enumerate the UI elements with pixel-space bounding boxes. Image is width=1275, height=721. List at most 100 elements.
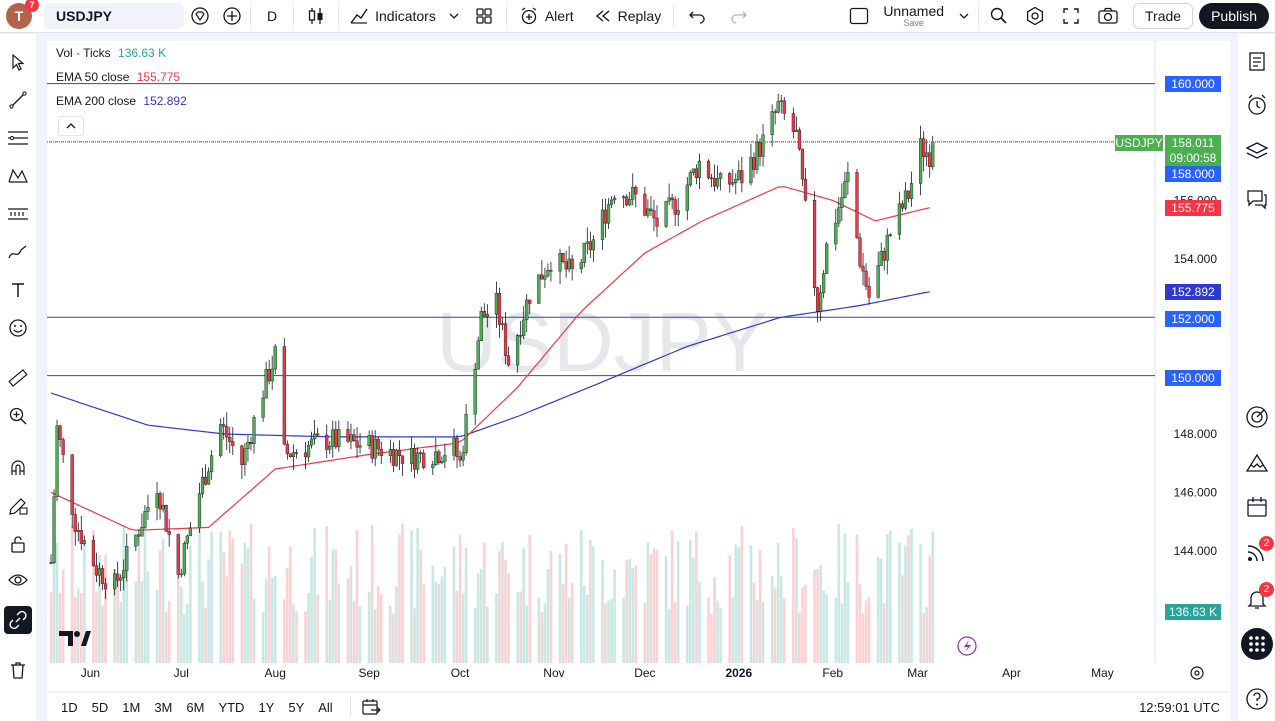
legend-vol-value: 136.63 K [118, 46, 167, 60]
notifications-badge: 2 [1259, 582, 1274, 597]
range-button[interactable]: 5D [91, 699, 109, 715]
volume-bar [125, 555, 129, 663]
divider [673, 6, 675, 26]
volume-bar [219, 532, 222, 663]
legend-vol-name: Vol · Ticks [56, 46, 111, 60]
volume-bar [834, 597, 838, 663]
goto-date-button[interactable] [361, 698, 381, 716]
visibility-tool[interactable] [4, 566, 32, 594]
brush-tool[interactable] [4, 238, 32, 266]
ideas-stream-button[interactable] [1242, 448, 1272, 478]
legend-volume[interactable]: Vol · Ticks 136.63 K [56, 46, 166, 60]
user-avatar[interactable]: T 7 [6, 0, 39, 29]
candle-body [270, 368, 274, 382]
remove-drawings-tool[interactable] [4, 656, 32, 684]
candle-body [282, 346, 286, 445]
range-button[interactable]: All [318, 699, 333, 715]
link-tool[interactable] [4, 606, 32, 634]
products-button[interactable] [1241, 628, 1273, 660]
magnet-tool[interactable] [4, 454, 32, 482]
candle-body [146, 507, 150, 512]
snapshot-button[interactable] [1089, 0, 1127, 33]
candle-body [879, 251, 883, 266]
volume-bar [240, 563, 244, 663]
fullscreen-button[interactable] [1053, 0, 1089, 33]
layout-dropdown[interactable] [952, 0, 976, 33]
range-button[interactable]: 1D [61, 699, 78, 715]
volume-bar [307, 592, 310, 663]
alerts-panel-button[interactable] [1242, 90, 1272, 120]
axis-settings-icon[interactable] [1190, 666, 1204, 680]
volume-label: 136.63 K [1165, 604, 1221, 620]
legend-collapse-button[interactable] [58, 116, 84, 136]
candle-body [876, 265, 880, 298]
layouts-button[interactable] [464, 0, 504, 33]
utc-clock[interactable]: 12:59:01 UTC [1139, 699, 1220, 715]
layout-checkbox[interactable] [843, 0, 875, 33]
replay-button[interactable]: Replay [584, 0, 672, 33]
range-button[interactable]: 5Y [288, 699, 305, 715]
redo-button[interactable] [718, 0, 760, 33]
publish-button[interactable]: Publish [1199, 3, 1269, 29]
trade-button[interactable]: Trade [1133, 3, 1194, 29]
drawing-toolbar [0, 34, 36, 721]
interval-button[interactable]: D [253, 0, 291, 33]
draw-mode-tool[interactable] [4, 492, 32, 520]
range-button[interactable]: 1M [122, 699, 141, 715]
volume-bar [401, 523, 404, 663]
range-button[interactable]: 1Y [258, 699, 275, 715]
help-button[interactable] [1242, 684, 1272, 714]
watchlist-button[interactable] [1242, 46, 1272, 76]
volume-bar [231, 538, 235, 663]
candle-body [231, 441, 235, 446]
indicators-button[interactable]: Indicators [341, 0, 444, 33]
text-tool[interactable] [4, 276, 32, 304]
zoom-tool[interactable] [4, 402, 32, 430]
settings-button[interactable] [1017, 0, 1053, 33]
price-chart[interactable]: USDJPY 144.000 146.000 148.000 150.000 152.0… [47, 41, 1230, 691]
range-button[interactable]: 3M [154, 699, 173, 715]
range-button[interactable]: 6M [186, 699, 205, 715]
chats-button[interactable] [1242, 184, 1272, 214]
quick-search-button[interactable] [981, 0, 1017, 33]
volume-bar [370, 525, 374, 663]
ideas-button[interactable]: 2 [1242, 536, 1274, 568]
alert-button[interactable]: Alert [509, 0, 584, 33]
favorite-button[interactable] [184, 0, 216, 33]
technicals-button[interactable] [1242, 402, 1272, 432]
volume-bar [589, 539, 592, 663]
candle-body [158, 493, 162, 510]
calendar-button[interactable] [1242, 492, 1272, 522]
layout-name-button[interactable]: Unnamed Save [875, 0, 952, 33]
candle-body [313, 433, 317, 440]
notifications-button[interactable]: 2 [1242, 582, 1274, 614]
trend-line-tool[interactable] [4, 86, 32, 114]
lock-tool[interactable] [4, 530, 32, 558]
volume-bar [761, 601, 765, 663]
candle-body [567, 258, 571, 270]
lightning-icon[interactable] [957, 636, 977, 656]
pattern-tool[interactable] [4, 162, 32, 190]
fib-tool[interactable] [4, 124, 32, 152]
legend-ema200[interactable]: EMA 200 close 152.892 [56, 94, 187, 108]
indicators-dropdown[interactable] [444, 0, 464, 33]
candle-body [631, 187, 635, 200]
symbol-search-button[interactable]: USDJPY [44, 3, 184, 29]
volume-bar [270, 578, 274, 663]
chart-type-button[interactable] [296, 0, 336, 33]
x-axis-label: Nov [543, 666, 564, 680]
volume-bar [667, 608, 671, 663]
cursor-tool[interactable] [4, 48, 32, 76]
emoji-tool[interactable] [4, 314, 32, 342]
legend-ema50[interactable]: EMA 50 close 155.775 [56, 70, 180, 84]
volume-bar [161, 538, 165, 663]
range-button[interactable]: YTD [218, 699, 245, 715]
chart-area[interactable]: USDJPY 144.000 146.000 148.000 150.000 152.0… [47, 41, 1230, 691]
prediction-tool[interactable] [4, 200, 32, 228]
volume-bar [95, 592, 98, 663]
object-tree-button[interactable] [1242, 136, 1272, 166]
compare-button[interactable] [216, 0, 248, 33]
volume-bar [631, 568, 635, 663]
measure-tool[interactable] [4, 364, 32, 392]
undo-button[interactable] [676, 0, 718, 33]
